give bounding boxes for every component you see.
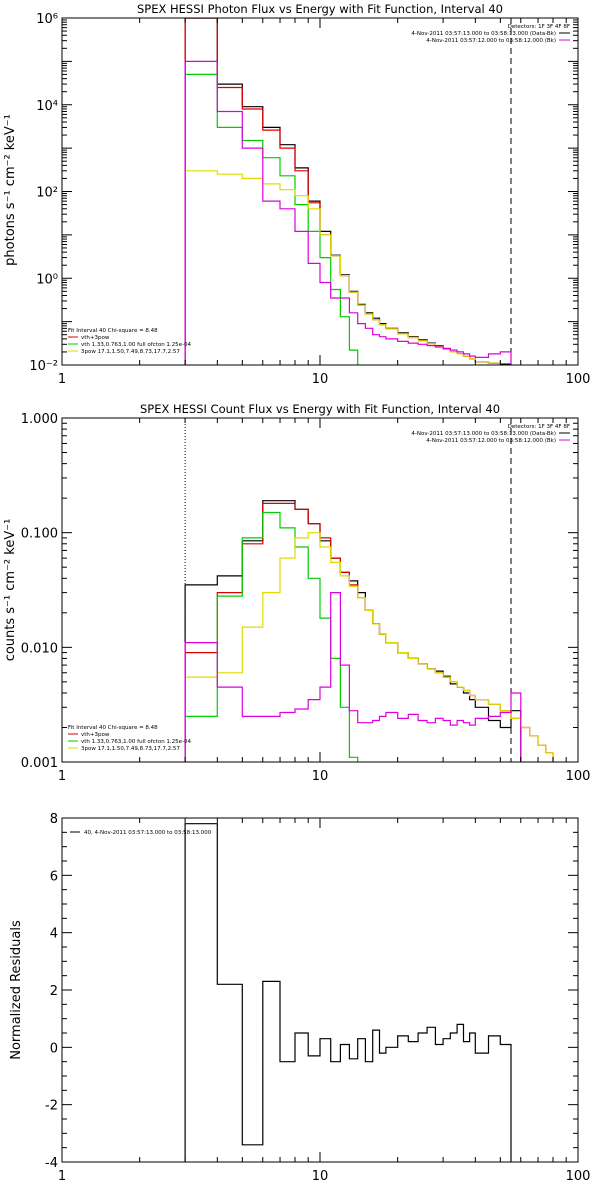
legend-text: 4-Nov-2011 03:57:12.000 to 03:58:12.000 … bbox=[426, 38, 556, 44]
legend-fit-header: Fit Interval 40 Chi-square = 8.48 bbox=[68, 725, 158, 731]
legend-text: 3pow 17.1,1.50,7.49,8.73,17.7,2.57 bbox=[81, 349, 180, 355]
series-vth bbox=[184, 511, 359, 762]
y-tick-label: 10⁰ bbox=[36, 272, 58, 287]
legend-text: vth 1.33,0.763,1.00 full ofcton 1.25e-04 bbox=[81, 739, 192, 745]
series-bk bbox=[184, 60, 512, 365]
residuals-ylabel: Normalized Residuals bbox=[9, 920, 24, 1060]
y-tick-label: 6 bbox=[50, 869, 58, 884]
count-flux-legend-bottom: Fit Interval 40 Chi-square = 8.48vth+3po… bbox=[68, 725, 192, 752]
y-tick-label: 0.010 bbox=[21, 641, 58, 656]
photon-flux-legend-top: Detectors: 1F 3F 4F 8F4-Nov-2011 03:57:1… bbox=[411, 24, 570, 44]
residuals-series bbox=[184, 823, 512, 1162]
series-40 bbox=[184, 823, 512, 1162]
y-tick-label: 0 bbox=[50, 1041, 58, 1056]
series-data-bk bbox=[184, 500, 522, 762]
residuals-axes: 1 10 100 -4 -2 0 2 4 6 8 bbox=[45, 812, 590, 1184]
photon-flux-ylabel: photons s⁻¹ cm⁻² keV⁻¹ bbox=[3, 114, 18, 266]
series-bk bbox=[184, 592, 522, 762]
y-tick-label: 4 bbox=[50, 927, 58, 942]
plot-frame bbox=[61, 817, 579, 1163]
count-flux-title: SPEX HESSI Count Flux vs Energy with Fit… bbox=[140, 402, 500, 416]
count-flux-legend-top: Detectors: 1F 3F 4F 8F4-Nov-2011 03:57:1… bbox=[411, 424, 570, 444]
x-tick-label: 100 bbox=[566, 769, 591, 784]
photon-flux-axes: 1 10 100 10⁻² 10⁰ 10² 10⁴ 10⁶ bbox=[29, 12, 590, 387]
photon-flux-panel: SPEX HESSI Photon Flux vs Energy with Fi… bbox=[3, 2, 590, 387]
x-tick-label: 10 bbox=[312, 769, 329, 784]
count-flux-axes: 1 10 100 0.001 0.010 0.100 1.000 bbox=[21, 412, 591, 784]
photon-flux-legend-bottom: Fit Interval 40 Chi-square = 8.48vth+3po… bbox=[68, 328, 192, 355]
x-tick-label: 10 bbox=[312, 372, 329, 387]
legend-fit-header: Fit Interval 40 Chi-square = 8.48 bbox=[68, 328, 158, 334]
y-tick-label: 0.100 bbox=[21, 527, 58, 542]
x-tick-label: 1 bbox=[58, 769, 66, 784]
legend-text: 4-Nov-2011 03:57:12.000 to 03:58:12.000 … bbox=[426, 438, 556, 444]
legend-detectors: Detectors: 1F 3F 4F 8F bbox=[508, 24, 570, 30]
y-tick-label: 10² bbox=[36, 186, 58, 201]
legend-text: 4-Nov-2011 03:57:13.000 to 03:58:13.000 … bbox=[411, 431, 556, 437]
photon-flux-series bbox=[184, 18, 522, 365]
y-tick-label: 1.000 bbox=[21, 412, 58, 427]
x-tick-label: 100 bbox=[566, 1169, 591, 1184]
legend-detectors: Detectors: 1F 3F 4F 8F bbox=[508, 424, 570, 430]
x-tick-label: 10 bbox=[312, 1169, 329, 1184]
legend-text: 40, 4-Nov-2011 03:57:13.000 to 03:58:13.… bbox=[84, 830, 212, 836]
y-tick-label: 0.001 bbox=[21, 756, 58, 771]
x-tick-label: 1 bbox=[58, 372, 66, 387]
x-tick-label: 1 bbox=[58, 1169, 66, 1184]
y-tick-label: 10⁻² bbox=[29, 359, 58, 374]
series-3pow bbox=[184, 170, 522, 365]
series-3pow bbox=[184, 532, 554, 762]
legend-text: 4-Nov-2011 03:57:13.000 to 03:58:13.000 … bbox=[411, 31, 556, 37]
legend-text: vth+3pow bbox=[81, 732, 110, 738]
residuals-legend: 40, 4-Nov-2011 03:57:13.000 to 03:58:13.… bbox=[70, 830, 212, 836]
x-tick-label: 100 bbox=[566, 372, 591, 387]
y-tick-label: -2 bbox=[45, 1099, 58, 1114]
y-tick-label: 10⁴ bbox=[36, 99, 58, 114]
series-vth-3pow bbox=[184, 18, 522, 365]
plot-frame bbox=[61, 17, 579, 366]
y-tick-label: 2 bbox=[50, 984, 58, 999]
residuals-panel: Normalized Residuals 1 10 100 -4 -2 0 2 4 6 8 40,… bbox=[9, 812, 590, 1184]
legend-text: vth 1.33,0.763,1.00 full ofcton 1.25e-04 bbox=[81, 342, 192, 348]
series-vth bbox=[184, 73, 359, 365]
legend-text: vth+3pow bbox=[81, 335, 110, 341]
legend-text: 3pow 17.1,1.50,7.49,8.73,17.7,2.57 bbox=[81, 746, 180, 752]
series-data-bk bbox=[184, 18, 512, 365]
count-flux-ylabel: counts s⁻¹ cm⁻² keV⁻¹ bbox=[3, 519, 18, 662]
y-tick-label: 8 bbox=[50, 812, 58, 827]
photon-flux-title: SPEX HESSI Photon Flux vs Energy with Fi… bbox=[137, 2, 503, 16]
count-flux-panel: SPEX HESSI Count Flux vs Energy with Fit… bbox=[3, 402, 590, 784]
y-tick-label: -4 bbox=[45, 1156, 58, 1171]
count-flux-series bbox=[184, 418, 554, 762]
y-tick-label: 10⁶ bbox=[36, 12, 58, 27]
